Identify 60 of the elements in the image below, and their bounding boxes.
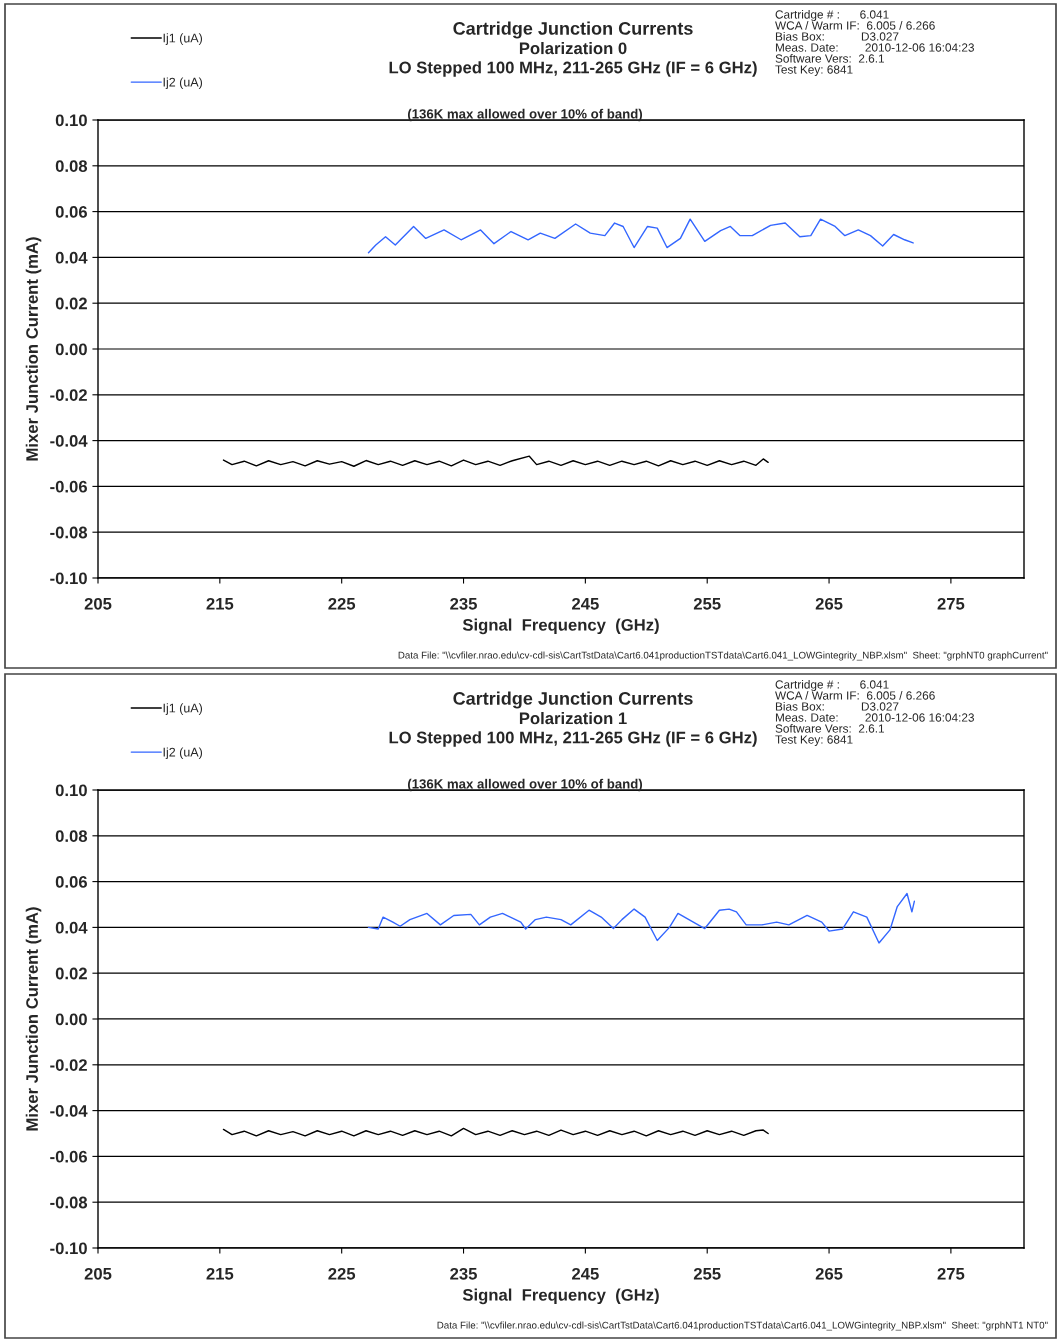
line-series	[367, 218, 914, 254]
y-tick-label: -0.02	[50, 389, 87, 401]
y-tick-label: 0.06	[55, 206, 87, 218]
text: Data File: "\\cvfiler.nrao.edu\cv-cdl-sis\CartTstData\Cart6.041productionTSTdata\Cart6.041_LOWGintegrity_NBP.xlsm" Sheet: "grphNT1 NT0"	[437, 1321, 1048, 1331]
x-tick-label: 215	[206, 1267, 234, 1280]
y-tick-label: -0.10	[50, 1242, 87, 1255]
y-tick-label: 0.04	[55, 921, 88, 934]
y-tick-label: -0.06	[50, 1150, 87, 1163]
legend-label: Ij2 (uA)	[163, 747, 203, 760]
legend-label: Ij1 (uA)	[163, 703, 203, 715]
text: Cartridge # : 6.041 WCA / Warm IF: 6.005 / 6.266 Bias Box: D3.027 Meas. Date: 2010-12-06 16:04:23 Software Vers: 2.6.1 Test Key: 6841	[775, 680, 974, 747]
y-tick-label: 0.02	[55, 297, 87, 310]
line-series	[367, 892, 916, 944]
y-axis-title: Mixer Junction Current (mA)	[25, 907, 42, 1131]
y-tick-label: 0.06	[55, 876, 87, 888]
y-tick-label: 0.00	[55, 343, 87, 356]
y-tick-label: -0.04	[50, 1105, 88, 1117]
x-tick-label: 255	[693, 597, 721, 610]
y-tick-label: -0.06	[50, 480, 87, 493]
x-tick-label: 265	[815, 597, 843, 610]
y-tick-label: 0.08	[55, 160, 88, 172]
x-tick-label: 235	[450, 597, 477, 610]
chart-title: Cartridge Junction Currents	[453, 691, 693, 709]
x-tick-label: 275	[937, 1267, 965, 1280]
y-tick-label: -0.04	[50, 435, 88, 447]
y-tick-label: 0.04	[55, 251, 88, 264]
x-axis-title: Signal Frequency (GHz)	[462, 1288, 659, 1305]
y-tick-label: 0.10	[55, 784, 87, 797]
y-axis-title: Mixer Junction Current (mA)	[25, 237, 42, 461]
legend-label: Ij2 (uA)	[163, 77, 203, 90]
x-tick-label: 265	[815, 1267, 843, 1280]
annotation: (136K max allowed over 10% of band)	[407, 778, 643, 792]
y-tick-label: 0.02	[55, 967, 87, 980]
chart-title: Cartridge Junction Currents	[453, 21, 693, 39]
y-tick-label: -0.02	[50, 1059, 87, 1071]
line-series	[222, 1127, 769, 1137]
text: Cartridge # : 6.041 WCA / Warm IF: 6.005 / 6.266 Bias Box: D3.027 Meas. Date: 2010-12-06 16:04:23 Software Vers: 2.6.1 Test Key: 6841	[775, 10, 974, 77]
x-tick-label: 245	[572, 597, 599, 610]
y-tick-label: -0.10	[50, 572, 87, 585]
line-series	[222, 455, 769, 467]
y-tick-label: 0.08	[55, 830, 88, 842]
y-tick-label: 0.00	[55, 1013, 87, 1026]
y-tick-label: -0.08	[50, 1196, 88, 1209]
y-tick-label: -0.08	[50, 526, 88, 539]
x-tick-label: 205	[84, 597, 112, 610]
x-tick-label: 225	[328, 597, 356, 610]
x-axis-title: Signal Frequency (GHz)	[462, 618, 659, 635]
chart-subtitle: Polarization 1 LO Stepped 100 MHz, 211-265 GHz (IF = 6 GHz)	[389, 712, 757, 747]
x-tick-label: 215	[206, 597, 234, 610]
y-tick-label: 0.10	[55, 114, 87, 127]
x-tick-label: 275	[937, 597, 965, 610]
annotation: (136K max allowed over 10% of band)	[407, 108, 643, 122]
x-tick-label: 225	[328, 1267, 356, 1280]
x-tick-label: 255	[693, 1267, 721, 1280]
x-tick-label: 205	[84, 1267, 112, 1280]
x-tick-label: 235	[450, 1267, 477, 1280]
chart-subtitle: Polarization 0 LO Stepped 100 MHz, 211-265 GHz (IF = 6 GHz)	[389, 42, 757, 77]
legend-label: Ij1 (uA)	[163, 33, 203, 45]
x-tick-label: 245	[572, 1267, 599, 1280]
text: Data File: "\\cvfiler.nrao.edu\cv-cdl-sis\CartTstData\Cart6.041productionTSTdata\Cart6.041_LOWGintegrity_NBP.xlsm" Sheet: "grphNT0 graphCurrent"	[398, 651, 1048, 661]
